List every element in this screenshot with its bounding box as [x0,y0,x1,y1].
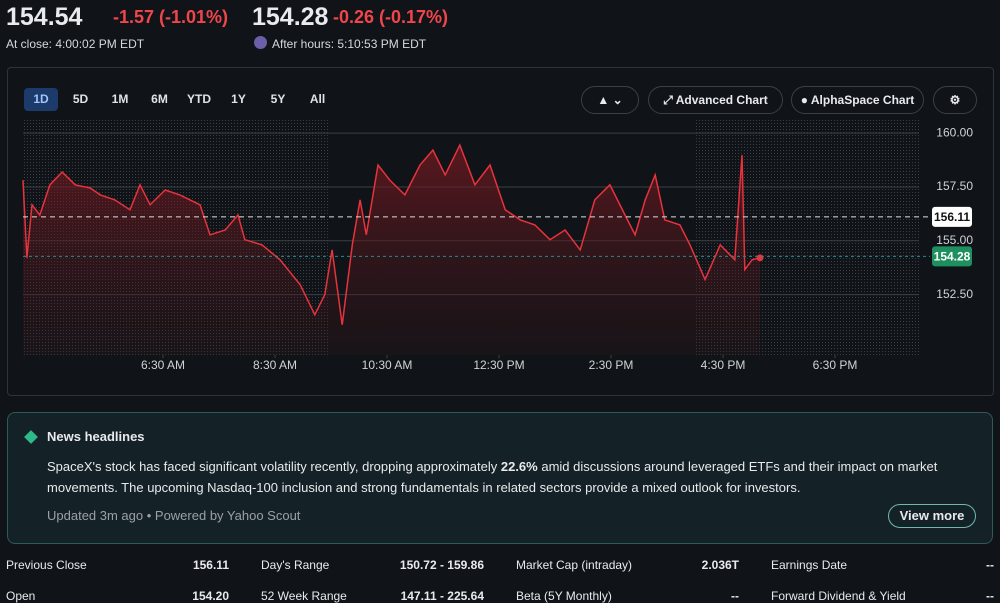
stat-value: 156.11 [192,558,229,572]
moon-icon [254,36,267,49]
news-text: amid discussions around leveraged ETFs a… [47,459,938,495]
after-price: 154.28 [252,3,329,31]
stat-value: -- [986,558,994,572]
x-tick-label: 6:30 PM [813,358,858,372]
price-line [22,143,761,325]
range-button[interactable]: YTD [187,92,211,106]
x-tick-label: 4:30 PM [701,358,746,372]
range-button[interactable]: 5D [72,92,89,106]
after-change: -0.26 (-0.17%) [333,7,449,27]
settings-button[interactable]: ⚙ [933,86,977,114]
news-card: News headlines SpaceX's stock has faced … [7,412,993,544]
after-label: After hours: 5:10:53 PM EDT [272,37,427,51]
advanced-chart-button[interactable]: ⤢ Advanced Chart [648,86,783,114]
news-body: SpaceX's stock has faced significant vol… [47,456,967,498]
button-label: AlphaSpace Chart [810,93,915,107]
stat-label: Market Cap (intraday) [516,558,633,572]
range-button[interactable]: 5Y [270,92,286,106]
range-button[interactable]: All [309,92,326,106]
news-highlight: 22.6% [500,459,538,474]
x-tick-label: 12:30 PM [473,358,524,372]
y-tick-label: 160.00 [936,125,973,139]
news-icon [24,430,38,444]
alphaspace-button[interactable]: ● AlphaSpace Chart [791,86,924,114]
price-area [23,145,760,355]
last-point [756,254,764,262]
reference-label-box [932,246,972,267]
stat-value: 154.20 [192,589,229,603]
button-label: Advanced Chart [675,93,768,107]
price: 154.54 [6,3,83,31]
chart: 152.50 155.00 157.50 160.00 6:30 AM 8:30 AM 10… [22,118,973,372]
y-tick-label: 155.00 [936,233,973,247]
y-tick-label: 157.50 [936,179,973,193]
range-button[interactable]: 1Y [231,92,246,106]
x-tick-label: 8:30 AM [253,358,297,372]
x-tick-label: 6:30 AM [141,358,185,372]
reference-label: 154.28 [934,249,971,263]
reference-label-box [932,206,972,227]
stat-label: Previous Close [6,558,87,572]
range-button[interactable]: 1M [111,92,129,106]
news-footer: Updated 3m ago • Powered by Yahoo Scout [47,508,301,523]
x-tick-label: 2:30 PM [589,358,634,372]
view-more-button[interactable]: View more [888,504,976,528]
stat-value: -- [986,589,994,603]
range-button[interactable]: 6M [151,92,168,106]
close-label: At close: 4:00:02 PM EDT [6,37,145,51]
range-button[interactable]: 1D [24,88,58,111]
y-tick-label: 152.50 [936,287,973,301]
price-change: -1.57 (-1.01%) [113,7,229,27]
stat-label: Earnings Date [771,558,848,572]
stat-value: 147.11 - 225.64 [400,589,484,603]
x-tick-label: 10:30 AM [362,358,413,372]
chart-type-button[interactable]: ▲ ⌄ [581,86,639,114]
chart-panel [7,67,994,396]
reference-label: 156.11 [934,210,970,224]
news-text: SpaceX's stock has faced significant vol… [47,459,501,474]
stat-label: Day's Range [261,558,330,572]
stat-value: 150.72 - 159.86 [399,558,484,572]
news-title: News headlines [47,429,145,444]
stat-value: -- [731,589,739,603]
stat-value: 2.036T [701,558,739,572]
